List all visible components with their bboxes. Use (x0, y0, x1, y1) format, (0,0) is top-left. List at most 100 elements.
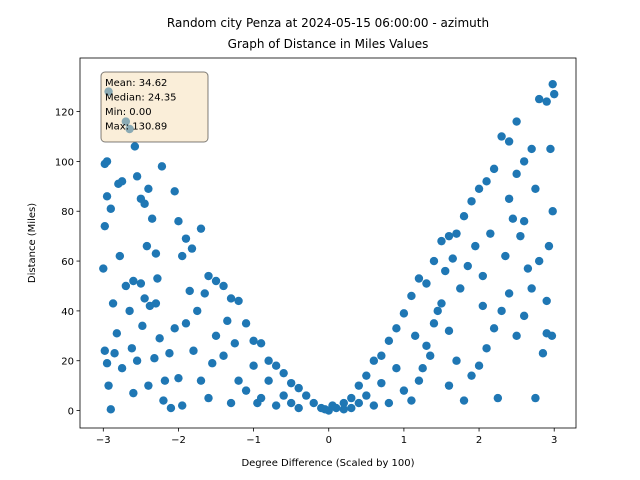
scatter-point (181, 234, 191, 243)
scatter-point (170, 187, 179, 196)
scatter-point (211, 331, 221, 341)
scatter-point (497, 132, 506, 141)
scatter-point (452, 356, 461, 365)
scatter-point (550, 89, 559, 99)
scatter-point (99, 264, 108, 273)
scatter-point (392, 364, 401, 373)
scatter-point (178, 401, 187, 410)
scatter-point (362, 371, 371, 380)
scatter-point (102, 157, 112, 166)
scatter-point (108, 299, 118, 308)
x-tick-label: −1 (246, 435, 261, 446)
scatter-point (471, 241, 480, 251)
scatter-point (482, 344, 491, 353)
scatter-point (538, 349, 548, 358)
scatter-point (429, 319, 439, 328)
scatter-point (354, 381, 364, 390)
scatter-point (444, 231, 454, 241)
scatter-point (463, 261, 472, 271)
scatter-point (347, 403, 356, 413)
scatter-point (534, 94, 544, 104)
scatter-point (102, 359, 112, 368)
scatter-point (294, 383, 303, 393)
scatter-point (264, 376, 273, 385)
scatter-point (117, 364, 127, 373)
scatter-point (170, 324, 179, 333)
scatter-point (249, 336, 258, 345)
scatter-point (546, 144, 555, 154)
scatter-point (157, 162, 167, 171)
scatter-point (512, 169, 521, 179)
scatter-point (392, 324, 401, 333)
scatter-point (422, 341, 431, 350)
scatter-point (127, 344, 137, 353)
stats-text: Max: 130.89 (105, 122, 167, 133)
scatter-point (249, 361, 258, 370)
axes-frame (79, 57, 577, 429)
scatter-point (493, 393, 503, 403)
stats-text: Median: 24.35 (105, 93, 177, 104)
scatter-point (219, 281, 228, 291)
chart-title: Random city Penza at 2024-05-15 06:00:00… (167, 16, 489, 30)
scatter-point (478, 301, 488, 311)
scatter-point (542, 97, 551, 106)
scatter-point (151, 249, 161, 258)
x-tick-label: 1 (401, 435, 407, 446)
scatter-point (253, 398, 262, 408)
scatter-point (121, 281, 131, 291)
y-tick-label: 60 (61, 257, 74, 268)
scatter-point (279, 391, 288, 400)
scatter-point (136, 279, 146, 288)
scatter-point (377, 351, 386, 360)
scatter-point (399, 309, 409, 318)
scatter-point (369, 401, 379, 410)
scatter-point (456, 284, 465, 293)
x-tick-label: 0 (326, 435, 332, 446)
scatter-point (271, 401, 281, 410)
scatter-point (527, 284, 536, 293)
scatter-point (441, 266, 450, 276)
scatter-point (422, 279, 431, 288)
scatter-point (497, 306, 506, 316)
scatter-point (129, 276, 138, 286)
scatter-point (151, 299, 161, 308)
x-tick-label: 2 (476, 435, 482, 446)
scatter-point (437, 299, 446, 308)
scatter-point (377, 378, 386, 388)
scatter-point (320, 405, 330, 414)
scatter-point (181, 319, 191, 328)
scatter-point (474, 361, 484, 370)
x-tick-label: −3 (96, 435, 111, 446)
scatter-point (384, 336, 394, 345)
scatter-point (418, 364, 427, 373)
scatter-point (519, 311, 529, 321)
scatter-point (196, 224, 206, 233)
scatter-point (144, 381, 153, 390)
scatter-point (178, 251, 187, 261)
scatter-point (433, 306, 442, 316)
scatter-point (504, 137, 514, 146)
scatter-point (486, 229, 495, 238)
scatter-point (241, 319, 251, 328)
y-axis-label: Distance (Miles) (27, 203, 38, 283)
scatter-point (174, 216, 183, 226)
scatter-point (219, 351, 228, 360)
scatter-point (230, 339, 240, 348)
scatter-point (508, 214, 518, 223)
scatter-point (347, 393, 356, 403)
scatter-point (444, 326, 454, 336)
scatter-point (544, 241, 554, 251)
scatter-point (234, 296, 243, 306)
scatter-point (142, 241, 152, 251)
scatter-point (362, 391, 371, 400)
scatter-point (279, 368, 288, 378)
scatter-point (226, 294, 236, 303)
scatter-point (512, 117, 521, 126)
scatter-point (504, 289, 514, 298)
scatter-point (264, 356, 273, 365)
scatter-point (459, 396, 469, 405)
scatter-point (144, 184, 153, 194)
scatter-point (437, 236, 446, 246)
stats-box (100, 71, 209, 143)
x-tick-label: 3 (551, 435, 557, 446)
